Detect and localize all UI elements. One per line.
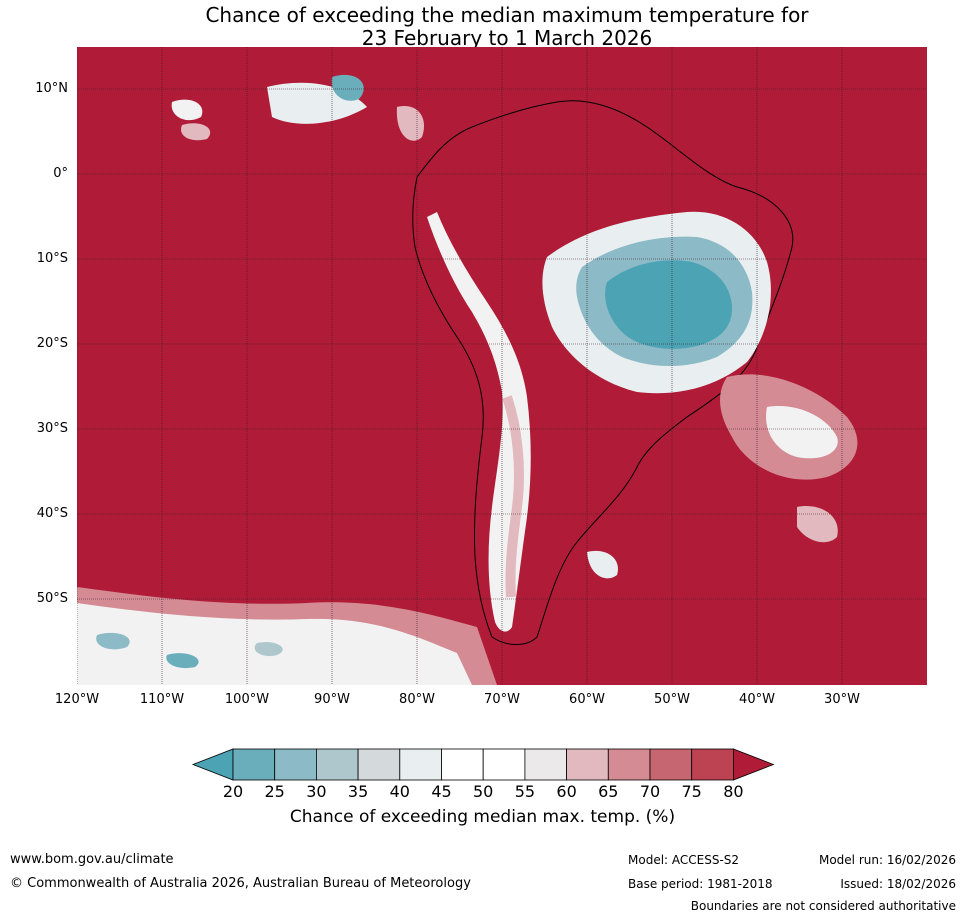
andes-white (427, 212, 531, 632)
latitude-label: 50°S (36, 591, 68, 606)
latitude-label: 10°S (36, 251, 68, 266)
colorbar-segment (399, 748, 442, 781)
colorbar-segment (524, 748, 567, 781)
longitude-label: 50°W (654, 692, 690, 707)
colorbar-tick-label: 75 (681, 782, 702, 801)
colorbar-tick-label: 55 (514, 782, 536, 801)
colorbar-tick-label: 30 (306, 782, 327, 801)
southern-ocean-blue-2 (166, 653, 199, 669)
colorbar-segment (607, 748, 651, 781)
colorbar-segment (441, 748, 484, 781)
latitude-label: 40°S (36, 506, 68, 521)
colorbar-tick-label: 25 (264, 782, 285, 801)
pacific-blue-1 (331, 74, 364, 101)
colorbar-tick-label: 50 (473, 782, 494, 801)
colorbar-segment (482, 748, 526, 781)
probability-map (77, 47, 927, 685)
longitude-label: 110°W (139, 692, 185, 707)
footer-model: Model: ACCESS-S2 (628, 853, 740, 867)
colorbar-tick-label: 45 (431, 782, 452, 801)
title-line-1: Chance of exceeding the median maximum t… (205, 3, 809, 27)
map-title: Chance of exceeding the median maximum t… (0, 4, 965, 50)
pacific-patch-1 (171, 99, 203, 121)
brazil-land-blue (605, 260, 732, 349)
colorbar-tick-label: 40 (389, 782, 410, 801)
colorbar-segment (649, 748, 693, 781)
atlantic-patch-2 (766, 406, 838, 459)
colorbar-tick-label: 60 (556, 782, 577, 801)
latitude-label: 10°N (35, 81, 68, 96)
colorbar-tick-label: 20 (222, 782, 244, 801)
pacific-patch-2 (181, 123, 211, 141)
footer-copyright: © Commonwealth of Australia 2026, Austra… (10, 876, 471, 891)
longitude-label: 70°W (484, 692, 520, 707)
title-line-2: 23 February to 1 March 2026 (361, 26, 653, 50)
colorbar-tick-label: 70 (639, 782, 661, 801)
longitude-label: 30°W (824, 692, 860, 707)
colorbar-segment (274, 748, 317, 781)
colorbar-segment (566, 748, 609, 781)
atlantic-patch-3 (797, 506, 838, 543)
colorbar-segment (316, 748, 359, 781)
colorbar-segment (232, 748, 276, 781)
footer-disclaimer: Boundaries are not considered authoritat… (690, 899, 956, 913)
colorbar-label: Chance of exceeding median max. temp. (%… (289, 807, 676, 827)
southern-ocean-blue-1 (96, 632, 130, 650)
colorbar-tick-label: 35 (347, 782, 369, 801)
colorbar-extend-high (733, 748, 775, 781)
footer-url: www.bom.gov.au/climate (10, 852, 174, 867)
colorbar-segment (691, 748, 734, 781)
longitude-label: 80°W (399, 692, 435, 707)
map-gridlines (77, 47, 927, 685)
longitude-label: 90°W (314, 692, 350, 707)
footer-model-run: Model run: 16/02/2026 (818, 853, 956, 867)
longitude-label: 100°W (224, 692, 270, 707)
latitude-label: 0° (53, 166, 68, 181)
andes-pink (502, 395, 524, 598)
footer-issued: Issued: 18/02/2026 (840, 877, 956, 891)
longitude-label: 120°W (54, 692, 100, 707)
colorbar-segment (357, 748, 401, 781)
longitude-label: 40°W (739, 692, 775, 707)
colorbar-tick-label: 80 (723, 782, 744, 801)
footer-base-period: Base period: 1981-2018 (628, 877, 773, 891)
colorbar-extend-low (191, 748, 234, 781)
colorbar (190, 746, 776, 786)
southern-ocean-blue-3 (254, 642, 283, 657)
colorbar-tick-label: 65 (598, 782, 619, 801)
latitude-label: 20°S (36, 336, 68, 351)
atlantic-patch-4 (587, 550, 618, 579)
longitude-label: 60°W (569, 692, 605, 707)
latitude-label: 30°S (36, 421, 68, 436)
pacific-patch-4 (396, 106, 425, 141)
